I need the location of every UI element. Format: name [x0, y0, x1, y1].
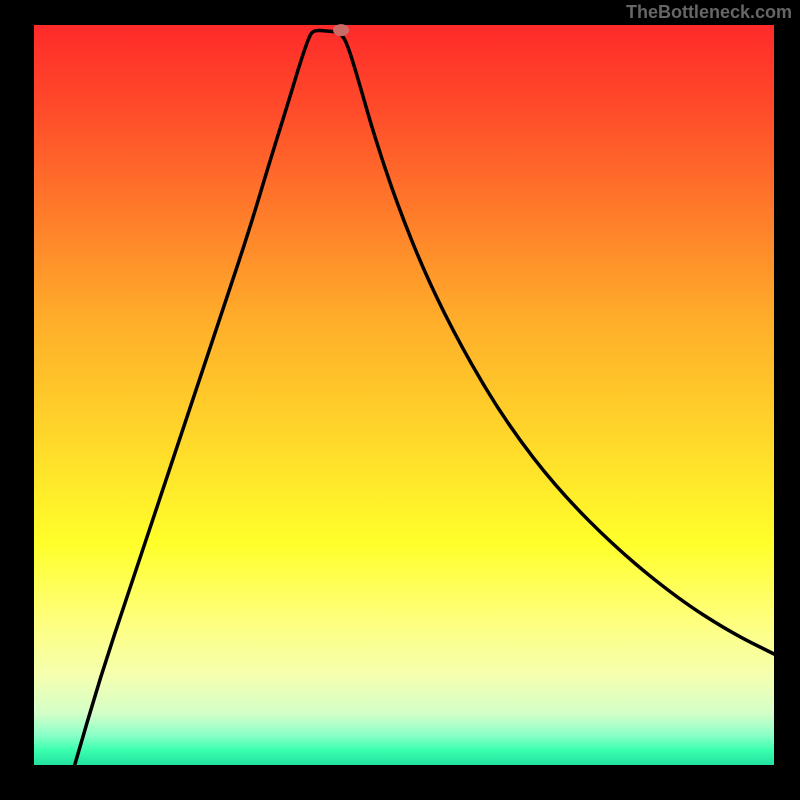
chart-svg — [34, 25, 774, 765]
watermark-text: TheBottleneck.com — [626, 2, 792, 23]
bottleneck-curve — [75, 31, 774, 765]
optimal-point-marker — [333, 24, 349, 36]
chart-plot-area — [34, 25, 774, 765]
